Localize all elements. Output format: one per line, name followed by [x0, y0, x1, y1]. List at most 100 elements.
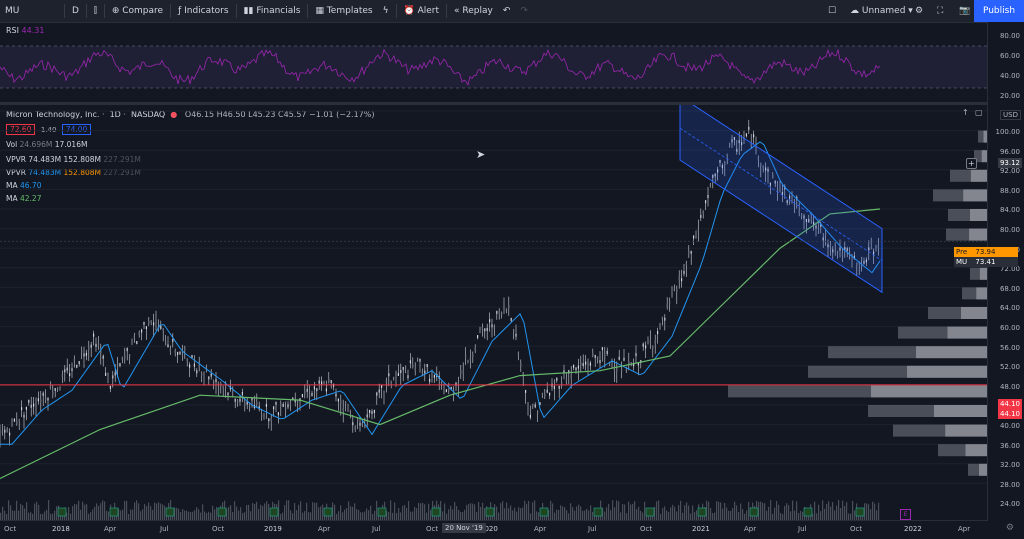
header-interval: 1D: [109, 110, 121, 119]
templates-button[interactable]: ▦ Templates: [310, 0, 377, 22]
vpvr-legend-1[interactable]: VPVR 74.483M 152.808M 227.291M: [6, 155, 141, 164]
candle-body: [837, 250, 839, 254]
candle-body: [537, 410, 539, 414]
volume-bar: [724, 502, 726, 520]
candle-body: [719, 159, 721, 163]
snapshot-button[interactable]: 📷: [954, 0, 975, 22]
rsi-pane[interactable]: [0, 22, 988, 102]
volume-profile-bar-inner: [916, 346, 988, 359]
publish-button[interactable]: Publish: [974, 0, 1024, 22]
rsi-legend[interactable]: RSI 44.31: [6, 26, 44, 35]
market-status-icon: ●: [170, 110, 178, 119]
volume-bar: [428, 503, 430, 520]
layout-name-button[interactable]: ☁ Unnamed ▾: [845, 0, 918, 22]
candle-body: [395, 372, 397, 376]
volume-bar: [362, 512, 364, 520]
volume-profile-bar-inner: [965, 444, 988, 457]
time-tick: Oct: [212, 525, 225, 533]
symbol-search[interactable]: MU: [0, 0, 62, 22]
earnings-marker[interactable]: E: [900, 509, 911, 520]
candle-body: [37, 398, 39, 402]
volume-bar: [586, 508, 588, 520]
candle-body: [769, 182, 771, 186]
candle-body: [16, 420, 18, 424]
rsi-tick: 20.00: [999, 92, 1020, 100]
candle-body: [11, 418, 13, 422]
volume-bar: [580, 506, 582, 520]
sell-button[interactable]: 72.60: [6, 124, 36, 135]
candle-body: [126, 348, 128, 352]
candle-body: [352, 422, 354, 426]
volume-bar: [482, 502, 484, 520]
flash-button[interactable]: ϟ: [378, 0, 394, 22]
fullscreen-select-button[interactable]: ☐: [823, 0, 841, 22]
main-chart-pane[interactable]: [0, 105, 988, 520]
time-tick: Apr: [744, 525, 757, 533]
replay-button[interactable]: « Replay: [449, 0, 498, 22]
candle-body: [546, 389, 548, 393]
candle-body: [659, 322, 661, 326]
pane-up-button[interactable]: ↑: [962, 108, 969, 117]
time-axis[interactable]: Oct 2018 Apr Jul Oct 2019 Apr Jul Oct 2020 Apr Jul O…: [0, 509, 988, 539]
time-tick: Apr: [534, 525, 547, 533]
compare-button[interactable]: ⊕ Compare: [107, 0, 168, 22]
settings-button[interactable]: ⚙: [910, 0, 928, 22]
volume-bar: [770, 500, 772, 520]
volume-bar: [784, 505, 786, 520]
buy-button[interactable]: 74.00: [61, 124, 92, 135]
indicators-button[interactable]: ƒ Indicators: [173, 0, 234, 22]
candle-body: [515, 333, 517, 337]
volume-bar: [512, 510, 514, 520]
volume-bar: [314, 502, 316, 520]
time-tick: Jul: [372, 525, 381, 533]
volume-legend[interactable]: Vol 24.696M 17.016M: [6, 140, 87, 149]
undo-icon: ↶: [502, 6, 511, 16]
pane-separator[interactable]: [0, 102, 1024, 105]
candle-body: [582, 363, 584, 367]
price-axis[interactable]: USD 100.0096.0092.0088.0084.0080.0076.00…: [954, 22, 1024, 520]
volume-bar: [786, 503, 788, 520]
time-tick: 2021: [692, 525, 710, 533]
candle-body: [148, 320, 150, 324]
undo-button[interactable]: ↶: [498, 0, 516, 22]
volume-bar: [410, 511, 412, 520]
pane-maximize-button[interactable]: ▢: [975, 108, 983, 117]
candle-body: [601, 347, 603, 351]
candle-body: [85, 352, 87, 356]
ma-legend-1[interactable]: MA 46.70: [6, 181, 41, 190]
candle-body: [779, 182, 781, 186]
volume-profile-bar-inner: [947, 326, 988, 339]
vpvr-legend-2[interactable]: VPVR 74.483M 152.808M 227.291M: [6, 168, 141, 177]
volume-bar: [240, 507, 242, 520]
volume-profile-bar-inner: [983, 130, 988, 143]
vpvr2-name: VPVR: [6, 168, 26, 177]
candle-body: [791, 191, 793, 195]
redo-button[interactable]: ↷: [515, 0, 533, 22]
candle-body: [534, 404, 536, 408]
candle-body: [318, 380, 320, 384]
auto-scale-button[interactable]: ⚙: [1006, 523, 1014, 533]
time-tick: Oct: [4, 525, 17, 533]
candle-body: [570, 375, 572, 379]
candle-body: [793, 203, 795, 207]
financials-button[interactable]: ▮▮ Financials: [239, 0, 306, 22]
volume-bar: [560, 505, 562, 520]
volume-bar: [612, 500, 614, 520]
candle-body: [690, 250, 692, 254]
bar-style-button[interactable]: ⫿: [89, 0, 102, 22]
ma-legend-2[interactable]: MA 42.27: [6, 194, 41, 203]
currency-button[interactable]: USD: [1000, 110, 1021, 120]
candle-body: [563, 370, 565, 374]
candle-body: [870, 241, 872, 245]
candle-body: [357, 418, 359, 422]
candle-body: [431, 371, 433, 375]
interval-button[interactable]: D: [67, 0, 84, 22]
candle-body: [93, 333, 95, 337]
alert-button[interactable]: ⏰ Alert: [399, 0, 445, 22]
add-alert-plus-icon[interactable]: +: [966, 158, 977, 169]
fullscreen-button[interactable]: ⛶: [932, 0, 948, 22]
volume-bar: [540, 513, 542, 520]
volume-bar: [288, 500, 290, 520]
volume-bar: [806, 513, 808, 520]
candle-body: [66, 367, 68, 371]
